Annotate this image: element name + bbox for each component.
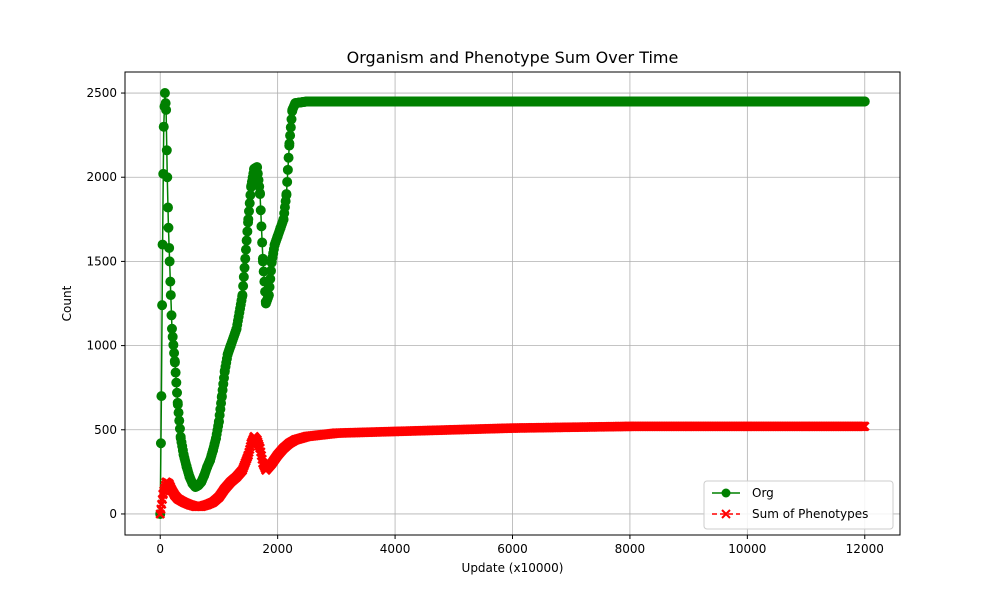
legend-label: Org bbox=[752, 486, 774, 500]
data-point bbox=[237, 290, 248, 301]
data-point bbox=[171, 377, 182, 388]
data-point bbox=[164, 242, 175, 253]
data-point bbox=[161, 145, 172, 156]
series-sum-of-phenotypes bbox=[155, 421, 870, 519]
y-tick-label: 500 bbox=[94, 423, 117, 437]
data-point bbox=[157, 300, 168, 311]
data-point bbox=[156, 391, 167, 402]
series-org bbox=[155, 88, 870, 519]
data-point bbox=[255, 205, 266, 216]
data-point bbox=[257, 237, 268, 248]
data-point bbox=[256, 221, 267, 232]
data-point bbox=[283, 152, 294, 163]
data-point bbox=[155, 438, 166, 449]
data-point bbox=[165, 276, 176, 287]
data-point bbox=[164, 256, 175, 267]
data-point bbox=[282, 164, 293, 175]
x-axis-label: Update (x10000) bbox=[462, 561, 564, 575]
data-point bbox=[238, 280, 249, 291]
legend-entry: Sum of Phenotypes bbox=[712, 507, 868, 521]
data-point bbox=[240, 253, 251, 264]
legend-box bbox=[703, 480, 894, 530]
data-point bbox=[163, 222, 174, 233]
legend-marker bbox=[721, 509, 731, 519]
series-layer bbox=[155, 88, 870, 519]
data-point bbox=[162, 172, 173, 183]
x-tick-label: 8000 bbox=[615, 542, 646, 556]
data-point bbox=[172, 387, 183, 398]
x-tick-label: 4000 bbox=[380, 542, 411, 556]
y-axis-label: Count bbox=[60, 285, 74, 321]
data-point bbox=[169, 357, 180, 368]
y-tick-label: 1000 bbox=[86, 339, 117, 353]
data-point bbox=[166, 310, 177, 321]
data-point bbox=[158, 121, 169, 132]
legend-marker bbox=[721, 488, 731, 498]
data-point bbox=[242, 226, 253, 237]
data-point bbox=[241, 235, 252, 246]
data-point bbox=[282, 176, 293, 187]
ticks: 0 2000 4000 6000 8000 10000 12000 0 500 1000 1500 2… bbox=[86, 86, 883, 556]
x-tick-label: 10000 bbox=[728, 542, 766, 556]
legend-label: Sum of Phenotypes bbox=[752, 507, 868, 521]
data-point bbox=[170, 367, 181, 378]
data-point bbox=[859, 421, 870, 432]
data-point bbox=[239, 262, 250, 273]
x-tick-label: 12000 bbox=[846, 542, 884, 556]
y-tick-label: 1500 bbox=[86, 254, 117, 268]
x-tick-label: 2000 bbox=[262, 542, 293, 556]
x-tick-label: 6000 bbox=[497, 542, 528, 556]
data-point bbox=[281, 189, 292, 200]
y-tick-label: 0 bbox=[109, 507, 117, 521]
data-point bbox=[255, 189, 266, 200]
legend: Org Sum of Phenotypes bbox=[703, 480, 894, 530]
chart-title: Organism and Phenotype Sum Over Time bbox=[347, 48, 679, 67]
y-tick-label: 2500 bbox=[86, 86, 117, 100]
data-point bbox=[162, 202, 173, 213]
data-point bbox=[257, 256, 268, 267]
y-tick-label: 2000 bbox=[86, 170, 117, 184]
data-point bbox=[238, 271, 249, 282]
data-point bbox=[165, 290, 176, 301]
data-point bbox=[859, 96, 870, 107]
data-point bbox=[240, 244, 251, 255]
data-point bbox=[161, 104, 172, 115]
grid bbox=[125, 72, 900, 535]
data-point bbox=[159, 88, 170, 99]
legend-entry: Org bbox=[712, 486, 774, 500]
x-tick-label: 0 bbox=[156, 542, 164, 556]
